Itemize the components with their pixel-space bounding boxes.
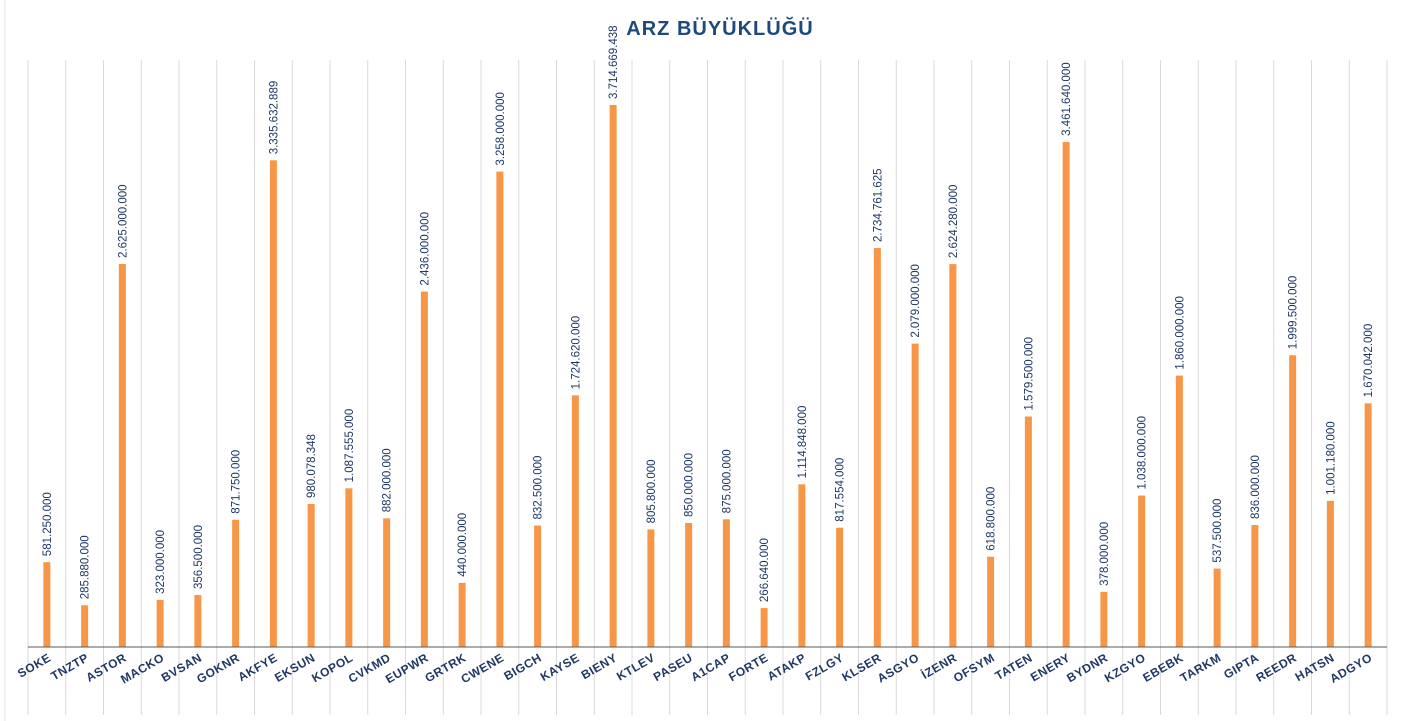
bar [1100,591,1108,647]
bar [383,518,391,647]
bar [722,519,730,647]
bar [420,291,428,647]
data-label: 1.038.000.000 [1137,416,1149,490]
data-label: 2.436.000.000 [419,212,431,286]
data-label: 3.335.632.889 [268,81,280,155]
gridlines [27,60,1388,715]
data-label: 440.000.000 [457,513,469,577]
bar [911,343,919,647]
bar [1289,355,1297,647]
bar [1175,375,1183,647]
data-label: 1.001.180.000 [1325,421,1337,495]
bar [987,556,995,647]
bar [685,522,693,647]
data-label: 378.000.000 [1099,522,1111,586]
data-label: 285.880.000 [80,535,92,599]
bar [458,582,466,647]
data-label: 832.500.000 [533,456,545,520]
data-label: 850.000.000 [684,453,696,517]
data-label: 3.461.640.000 [1061,62,1073,136]
bar [609,105,617,647]
bar [798,484,806,647]
data-label: 805.800.000 [646,459,658,523]
bar [873,247,881,648]
bar [1024,416,1032,647]
bar [1138,495,1146,647]
bar [345,488,353,647]
bar [1213,568,1221,647]
bars [43,105,1372,648]
data-label: 1.999.500.000 [1288,276,1300,350]
bar [307,503,315,647]
data-label: 1.087.555.000 [344,409,356,483]
data-label: 1.579.500.000 [1023,337,1035,411]
data-label: 581.250.000 [42,492,54,556]
data-label: 618.800.000 [986,487,998,551]
data-label: 2.624.280.000 [948,185,960,259]
data-label: 1.724.620.000 [570,316,582,390]
bar [269,160,277,648]
bar [232,519,240,647]
bar [81,605,89,647]
data-label: 3.714.669.438 [608,25,620,99]
bar [571,395,579,647]
bar [1326,500,1334,647]
bar [1062,141,1070,648]
data-label: 1.114.848.000 [797,406,809,479]
data-label: 980.078.348 [306,434,318,498]
data-label: 266.640.000 [759,538,771,602]
data-label: 1.670.042.000 [1363,324,1375,398]
bar [836,527,844,647]
bar [534,525,542,647]
data-label: 882.000.000 [382,448,394,512]
bar [1364,403,1372,647]
data-label: 3.258.000.000 [495,92,507,166]
bar [194,594,202,647]
data-label: 836.000.000 [1250,455,1262,519]
data-labels: 581.250.000 285.880.000 2.625.000.000 323.0… [42,25,1375,602]
data-label: 817.554.000 [835,458,847,522]
bar [949,264,957,647]
data-label: 871.750.000 [231,450,243,514]
bar [1251,525,1259,647]
data-label: 1.860.000.000 [1174,296,1186,370]
data-label: 875.000.000 [721,449,733,513]
bar [43,562,51,647]
bar [760,608,768,647]
data-label: 356.500.000 [193,525,205,589]
data-label: 537.500.000 [1212,499,1224,563]
bar [118,263,126,647]
data-label: 2.734.761.625 [872,168,884,242]
data-label: 323.000.000 [155,530,167,594]
bar [156,599,164,647]
bar [496,171,504,648]
data-label: 2.625.000.000 [117,184,129,258]
chart-title: ARZ BÜYÜKLÜĞÜ [626,16,813,40]
data-label: 2.079.000.000 [910,264,922,338]
bar [647,529,655,647]
